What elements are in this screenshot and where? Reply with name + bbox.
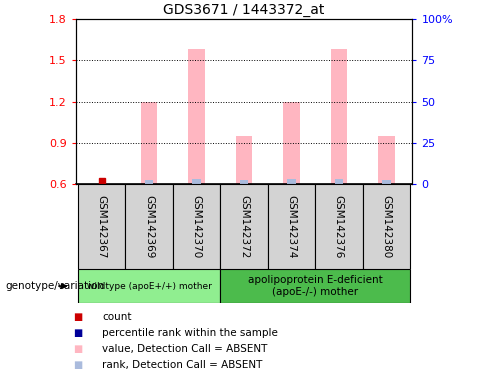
Text: ■: ■ <box>74 360 82 370</box>
Bar <box>188 50 205 184</box>
Text: count: count <box>102 312 132 322</box>
Text: ■: ■ <box>74 328 82 338</box>
Text: GSM142380: GSM142380 <box>381 195 391 258</box>
Bar <box>335 179 343 184</box>
Text: rank, Detection Call = ABSENT: rank, Detection Call = ABSENT <box>102 360 263 370</box>
Bar <box>220 269 410 303</box>
Bar <box>125 184 173 269</box>
Bar <box>78 184 125 269</box>
Text: apolipoprotein E-deficient
(apoE-/-) mother: apolipoprotein E-deficient (apoE-/-) mot… <box>248 275 383 297</box>
Text: GSM142369: GSM142369 <box>144 195 154 258</box>
Bar <box>330 50 347 184</box>
Text: value, Detection Call = ABSENT: value, Detection Call = ABSENT <box>102 344 268 354</box>
Text: GSM142374: GSM142374 <box>286 195 296 258</box>
Bar <box>378 136 395 184</box>
Bar <box>173 184 220 269</box>
Bar <box>145 179 153 184</box>
Text: GSM142370: GSM142370 <box>192 195 202 258</box>
Text: wildtype (apoE+/+) mother: wildtype (apoE+/+) mother <box>87 281 212 291</box>
Bar <box>220 184 268 269</box>
Bar <box>192 179 201 184</box>
Text: GSM142367: GSM142367 <box>97 195 107 258</box>
Bar <box>287 179 296 184</box>
Bar <box>240 180 248 184</box>
Text: ■: ■ <box>74 312 82 322</box>
Title: GDS3671 / 1443372_at: GDS3671 / 1443372_at <box>163 3 325 17</box>
Text: genotype/variation: genotype/variation <box>5 281 104 291</box>
Bar <box>283 102 300 184</box>
Bar <box>315 184 363 269</box>
Text: percentile rank within the sample: percentile rank within the sample <box>102 328 278 338</box>
Bar <box>363 184 410 269</box>
Bar <box>141 102 158 184</box>
Text: GSM142376: GSM142376 <box>334 195 344 258</box>
Bar <box>236 136 252 184</box>
Bar <box>382 180 390 184</box>
Bar <box>268 184 315 269</box>
Bar <box>78 269 220 303</box>
Text: ■: ■ <box>74 344 82 354</box>
Text: GSM142372: GSM142372 <box>239 195 249 258</box>
